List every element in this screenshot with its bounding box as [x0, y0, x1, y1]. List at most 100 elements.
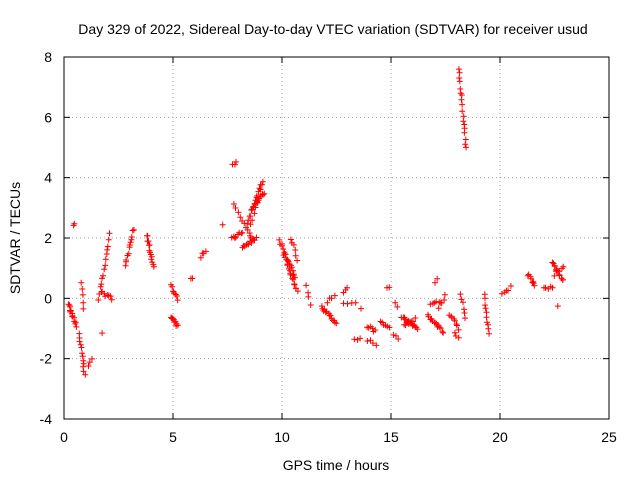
- x-tick-label: 15: [383, 429, 399, 445]
- data-point: [455, 326, 462, 333]
- data-point: [507, 283, 514, 289]
- data-point: [531, 282, 538, 289]
- data-point: [173, 293, 180, 299]
- data-point: [260, 191, 266, 198]
- data-point: [150, 263, 157, 270]
- y-tick-label: -4: [40, 411, 53, 427]
- data-point: [457, 291, 464, 298]
- data-point: [247, 221, 254, 228]
- data-point: [252, 204, 259, 211]
- data-point: [406, 319, 413, 326]
- grid: [64, 57, 609, 419]
- data-point: [529, 279, 536, 286]
- data-point: [434, 275, 441, 282]
- data-point: [551, 272, 558, 279]
- data-point: [246, 230, 253, 237]
- data-point: [102, 256, 109, 263]
- data-point: [460, 299, 466, 306]
- data-point: [77, 341, 84, 348]
- data-point: [128, 234, 135, 240]
- data-point: [123, 257, 130, 263]
- data-point: [462, 141, 469, 148]
- data-point: [456, 78, 463, 85]
- data-point: [65, 301, 72, 308]
- data-point: [484, 319, 490, 326]
- data-point: [97, 283, 104, 290]
- data-point: [73, 323, 80, 330]
- data-point: [130, 226, 137, 233]
- data-point: [291, 281, 298, 288]
- data-point: [101, 266, 108, 273]
- data-point: [256, 185, 263, 192]
- data-point: [390, 332, 397, 338]
- data-point: [455, 66, 462, 73]
- data-point: [283, 256, 290, 263]
- data-point: [279, 242, 285, 249]
- data-point: [241, 220, 248, 227]
- data-point: [412, 315, 419, 321]
- data-point: [352, 299, 359, 306]
- data-point: [432, 279, 438, 286]
- data-point: [129, 227, 136, 234]
- data-point: [435, 305, 442, 312]
- data-point: [372, 327, 379, 333]
- y-tick-label: 8: [44, 49, 52, 65]
- data-point: [101, 290, 108, 297]
- y-tick-label: 6: [44, 109, 52, 125]
- data-point: [461, 129, 468, 136]
- data-point: [461, 310, 468, 316]
- data-point: [125, 250, 132, 257]
- data-point: [344, 300, 351, 307]
- data-point: [253, 234, 260, 241]
- data-point: [259, 178, 266, 185]
- data-point: [460, 118, 467, 125]
- data-point: [80, 360, 87, 367]
- data-point: [324, 299, 331, 306]
- data-point: [68, 307, 74, 314]
- data-point: [259, 181, 265, 188]
- data-point: [542, 284, 549, 291]
- data-point: [231, 161, 238, 168]
- data-point: [79, 350, 86, 357]
- data-point: [247, 213, 254, 220]
- data-point: [440, 329, 447, 336]
- data-point: [327, 312, 334, 319]
- data-point: [280, 246, 287, 252]
- data-point: [369, 340, 376, 347]
- data-point: [551, 262, 558, 269]
- data-point: [432, 319, 439, 326]
- data-point: [237, 214, 244, 221]
- data-point: [294, 288, 301, 295]
- data-point: [455, 334, 462, 341]
- data-point: [462, 136, 469, 143]
- data-series: [65, 66, 567, 378]
- data-point: [99, 275, 105, 282]
- data-point: [549, 284, 556, 291]
- data-point: [401, 316, 408, 322]
- data-point: [255, 194, 262, 201]
- axis-ticks: 0 5 10 15 20 25 -4 -2 0 2 4 6 8: [40, 49, 617, 445]
- data-point: [328, 295, 335, 302]
- data-point: [559, 276, 566, 283]
- data-point: [462, 315, 468, 322]
- data-point: [392, 299, 399, 306]
- data-point: [498, 290, 505, 297]
- y-tick-label: 0: [44, 290, 52, 306]
- data-point: [482, 305, 489, 312]
- data-point: [79, 291, 86, 298]
- data-point: [79, 353, 86, 360]
- x-tick-label: 5: [169, 429, 177, 445]
- data-point: [146, 242, 153, 248]
- data-point: [459, 101, 466, 108]
- data-point: [249, 217, 256, 224]
- data-point: [290, 276, 297, 283]
- data-point: [231, 235, 238, 242]
- data-point: [174, 322, 181, 329]
- data-point: [80, 305, 87, 312]
- y-axis-label: SDTVAR / TECUs: [7, 182, 23, 294]
- data-point: [556, 268, 563, 275]
- data-point: [463, 144, 470, 151]
- data-point: [104, 246, 111, 253]
- data-point: [144, 232, 151, 239]
- data-point: [331, 292, 338, 299]
